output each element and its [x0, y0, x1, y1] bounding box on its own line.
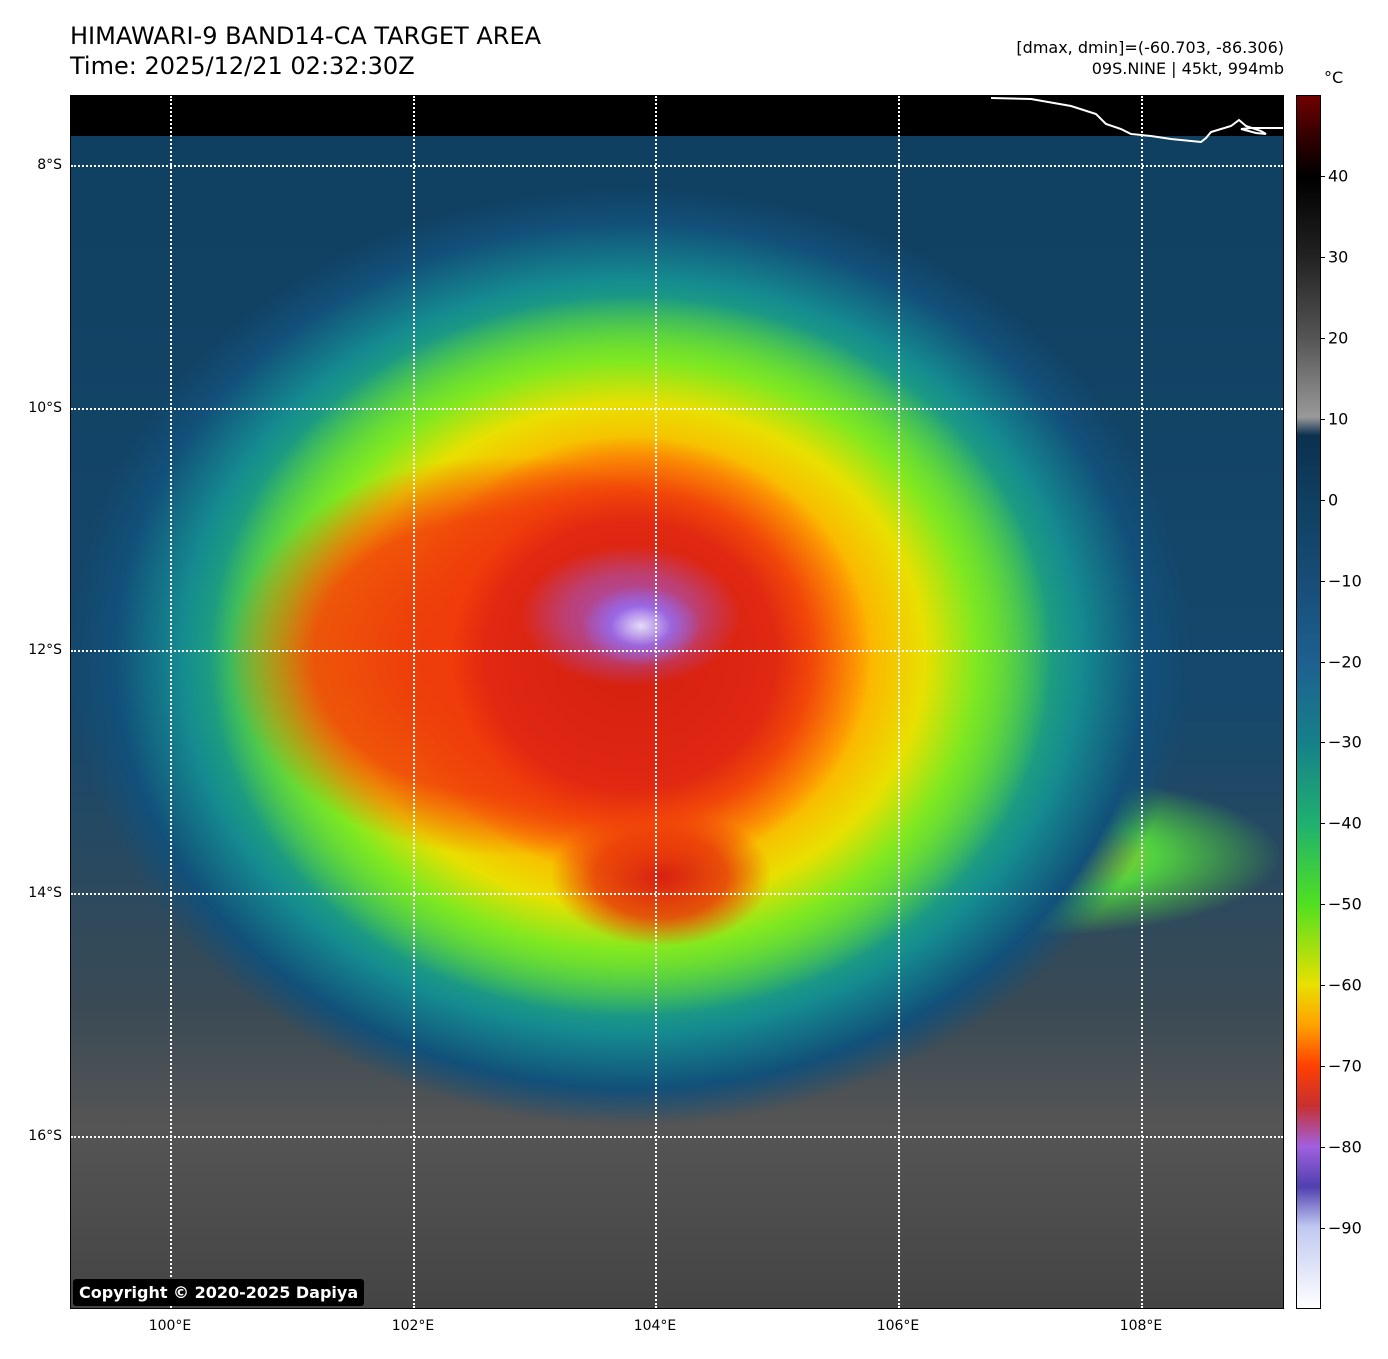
- colorbar-tick-label: 20: [1328, 328, 1349, 348]
- colorbar-tick-label: 10: [1328, 409, 1349, 429]
- colorbar-tick-label: 0: [1328, 490, 1339, 510]
- lat-label: 10°S: [28, 400, 62, 416]
- colorbar-unit: °C: [1324, 68, 1344, 87]
- colorbar-tick-label: 40: [1328, 166, 1349, 186]
- gridline-14s: [71, 893, 1283, 895]
- coastline: [990, 97, 1283, 144]
- gridline-10s: [71, 408, 1283, 410]
- lon-label: 100°E: [148, 1318, 192, 1334]
- gridline-100e: [170, 96, 172, 1308]
- colorbar-tick-label: −30: [1328, 732, 1362, 752]
- colorbar-tick-label: −50: [1328, 894, 1362, 914]
- lon-label: 106°E: [876, 1318, 920, 1334]
- lat-label: 8°S: [37, 157, 62, 173]
- satellite-ir-image: Copyright © 2020-2025 Dapiya: [70, 95, 1284, 1309]
- lat-label: 12°S: [28, 642, 62, 658]
- colorbar-tick-label: −80: [1328, 1137, 1362, 1157]
- colorbar-tick: [1321, 904, 1325, 906]
- lon-label: 104°E: [633, 1318, 677, 1334]
- gridline-106e: [898, 96, 900, 1308]
- colorbar-tick: [1321, 256, 1325, 258]
- map-title: HIMAWARI-9 BAND14-CA TARGET AREA: [70, 22, 542, 50]
- colorbar-tick-label: −10: [1328, 571, 1362, 591]
- temperature-colorbar: [1296, 95, 1321, 1309]
- lat-label: 16°S: [28, 1128, 62, 1144]
- storm-info: 09S.NINE | 45kt, 994mb: [1091, 59, 1284, 78]
- colorbar-tick: [1321, 742, 1325, 744]
- colorbar-tick-label: −40: [1328, 813, 1362, 833]
- colorbar-tick: [1321, 418, 1325, 420]
- colorbar-tick: [1321, 1066, 1325, 1068]
- gridline-102e: [413, 96, 415, 1308]
- gridline-108e: [1141, 96, 1143, 1308]
- copyright-label: Copyright © 2020-2025 Dapiya: [73, 1279, 365, 1306]
- colorbar-tick: [1321, 823, 1325, 825]
- colorbar-tick: [1321, 337, 1325, 339]
- colorbar-tick: [1321, 1228, 1325, 1230]
- colorbar-tick: [1321, 580, 1325, 582]
- gridline-104e: [655, 96, 657, 1308]
- no-data-region: [71, 96, 1283, 136]
- colorbar-tick: [1321, 661, 1325, 663]
- colorbar-tick-label: −70: [1328, 1056, 1362, 1076]
- colorbar-tick: [1321, 499, 1325, 501]
- gridline-16s: [71, 1136, 1283, 1138]
- colorbar-tick: [1321, 1147, 1325, 1149]
- data-range: [dmax, dmin]=(-60.703, -86.306): [1016, 38, 1284, 57]
- lon-label: 102°E: [391, 1318, 435, 1334]
- colorbar-tick: [1321, 175, 1325, 177]
- colorbar-tick-label: 30: [1328, 247, 1349, 267]
- gridline-8s: [71, 165, 1283, 167]
- colorbar-tick-label: −20: [1328, 652, 1362, 672]
- lon-label: 108°E: [1119, 1318, 1163, 1334]
- gridline-12s: [71, 650, 1283, 652]
- lat-label: 14°S: [28, 885, 62, 901]
- colorbar-tick-label: −60: [1328, 975, 1362, 995]
- map-time: Time: 2025/12/21 02:32:30Z: [70, 52, 415, 80]
- colorbar-tick: [1321, 985, 1325, 987]
- colorbar-tick-label: −90: [1328, 1218, 1362, 1238]
